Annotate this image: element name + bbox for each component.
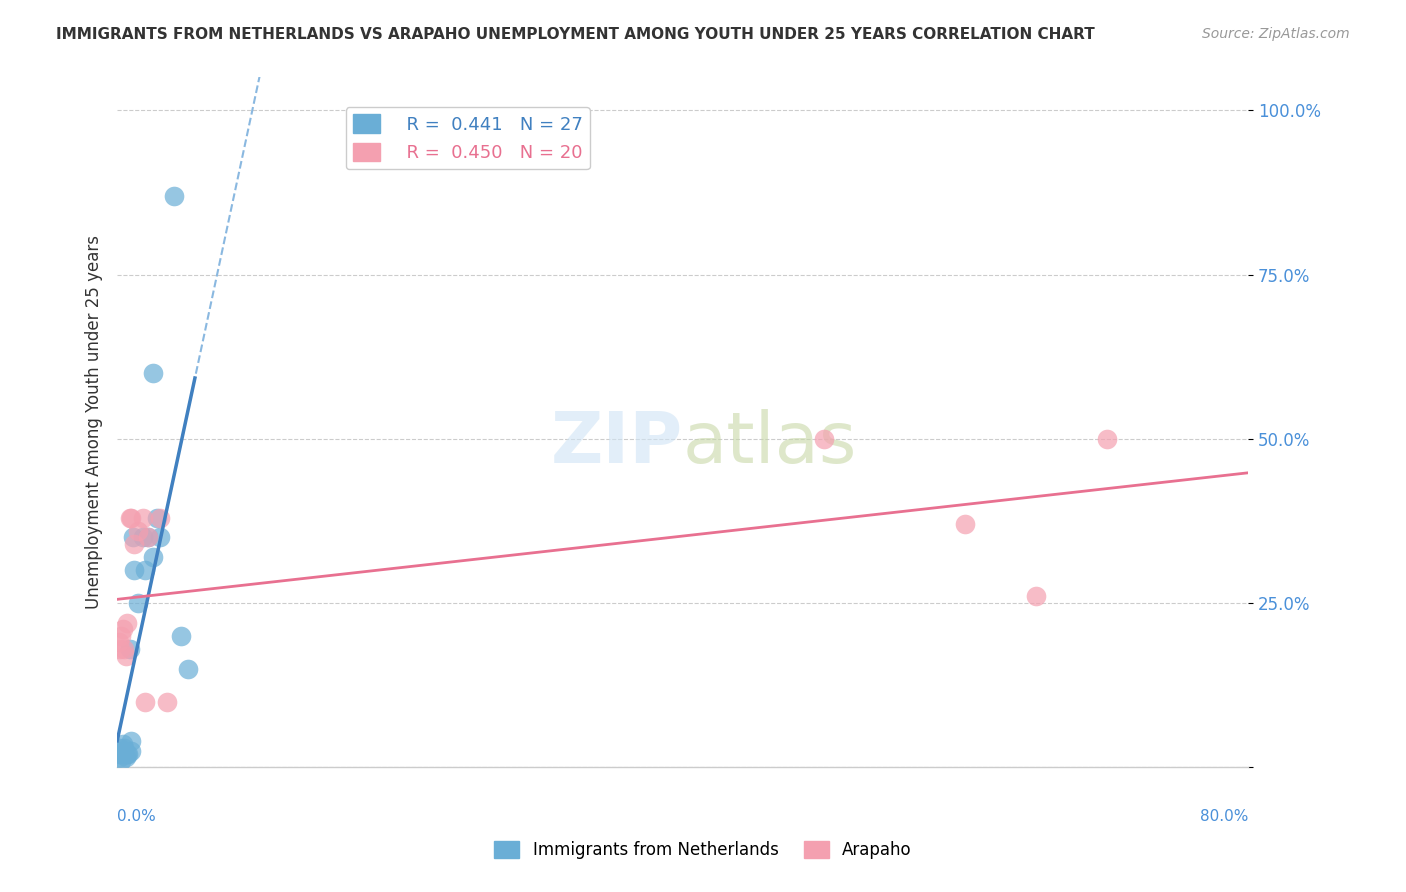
- Point: [136, 530, 159, 544]
- Legend: Immigrants from Netherlands, Arapaho: Immigrants from Netherlands, Arapaho: [488, 834, 918, 866]
- Point: [108, 750, 131, 764]
- Point: [163, 188, 186, 202]
- Point: [115, 615, 138, 630]
- Point: [118, 642, 141, 657]
- Point: [112, 740, 135, 755]
- Point: [120, 744, 142, 758]
- Point: [114, 750, 136, 764]
- Text: 0.0%: 0.0%: [117, 809, 156, 823]
- Point: [131, 510, 153, 524]
- Point: [107, 635, 129, 649]
- Point: [127, 524, 149, 538]
- Point: [149, 530, 172, 544]
- Point: [177, 662, 200, 676]
- Point: [121, 530, 143, 544]
- Text: 80.0%: 80.0%: [1199, 809, 1249, 823]
- Point: [131, 530, 153, 544]
- Point: [115, 747, 138, 761]
- Point: [149, 510, 172, 524]
- Point: [120, 734, 142, 748]
- Text: atlas: atlas: [682, 409, 858, 477]
- Point: [108, 642, 131, 657]
- Point: [108, 740, 131, 755]
- Point: [136, 530, 159, 544]
- Point: [127, 596, 149, 610]
- Y-axis label: Unemployment Among Youth under 25 years: Unemployment Among Youth under 25 years: [86, 235, 103, 609]
- Legend:   R =  0.441   N = 27,   R =  0.450   N = 20: R = 0.441 N = 27, R = 0.450 N = 20: [346, 107, 589, 169]
- Point: [145, 510, 167, 524]
- Point: [111, 622, 134, 636]
- Point: [955, 517, 977, 532]
- Text: ZIP: ZIP: [550, 409, 682, 477]
- Point: [110, 629, 132, 643]
- Point: [134, 695, 156, 709]
- Point: [111, 747, 134, 761]
- Point: [156, 695, 179, 709]
- Point: [118, 510, 141, 524]
- Point: [134, 563, 156, 577]
- Point: [120, 510, 142, 524]
- Point: [813, 432, 835, 446]
- Point: [1095, 432, 1118, 446]
- Text: IMMIGRANTS FROM NETHERLANDS VS ARAPAHO UNEMPLOYMENT AMONG YOUTH UNDER 25 YEARS C: IMMIGRANTS FROM NETHERLANDS VS ARAPAHO U…: [56, 27, 1095, 42]
- Point: [107, 747, 129, 761]
- Point: [112, 642, 135, 657]
- Point: [141, 366, 163, 380]
- Point: [170, 629, 193, 643]
- Point: [114, 648, 136, 663]
- Point: [1025, 590, 1047, 604]
- Point: [111, 737, 134, 751]
- Point: [117, 747, 139, 761]
- Point: [122, 537, 145, 551]
- Point: [110, 744, 132, 758]
- Point: [122, 563, 145, 577]
- Text: Source: ZipAtlas.com: Source: ZipAtlas.com: [1202, 27, 1350, 41]
- Point: [110, 754, 132, 768]
- Point: [141, 549, 163, 564]
